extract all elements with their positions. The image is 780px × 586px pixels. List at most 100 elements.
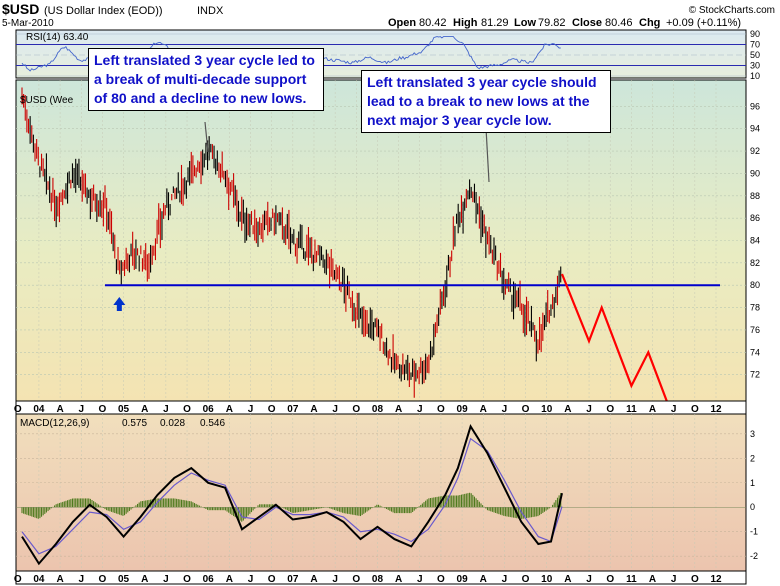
macd-tick-label: 3 <box>750 429 755 439</box>
price-label: $USD (Wee <box>20 95 74 106</box>
x-axis-label: 08 <box>372 574 384 585</box>
chg-value: +0.09 (+0.11%) <box>666 17 741 29</box>
close-label: Close <box>572 17 602 29</box>
x-axis-label: O <box>437 404 445 415</box>
open-value: 80.42 <box>419 17 447 29</box>
macd-signal-value: 0.028 <box>160 418 185 429</box>
x-axis-label: J <box>248 404 254 415</box>
price-tick-label: 94 <box>750 124 760 134</box>
x-axis-label: O <box>99 574 107 585</box>
x-axis-label: O <box>522 574 530 585</box>
rsi-label: RSI(14) 63.40 <box>26 32 89 43</box>
x-axis-label: A <box>141 404 148 415</box>
x-axis-label: A <box>395 574 402 585</box>
x-axis-label: J <box>586 574 592 585</box>
x-axis-label: J <box>163 404 169 415</box>
chart-name: (US Dollar Index (EOD)) <box>44 5 163 17</box>
price-tick-label: 86 <box>750 213 760 223</box>
x-axis-label: 06 <box>203 574 215 585</box>
macd-panel-bg <box>15 413 747 572</box>
rsi-tick-label: 30 <box>750 61 760 71</box>
high-value: 81.29 <box>481 17 509 29</box>
open-label: Open <box>388 17 416 29</box>
price-tick-label: 88 <box>750 191 760 201</box>
price-tick-label: 74 <box>750 347 760 357</box>
macd-tick-label: -1 <box>750 527 758 537</box>
price-tick-label: 76 <box>750 325 760 335</box>
macd-label: MACD(12,26,9) <box>20 418 89 429</box>
x-axis-label: J <box>78 574 84 585</box>
x-axis-label: O <box>183 404 191 415</box>
x-axis-label: O <box>268 404 276 415</box>
x-axis-label: 11 <box>626 574 637 585</box>
macd-value: 0.575 <box>122 418 147 429</box>
x-axis-label: A <box>56 404 63 415</box>
macd-tick-label: 2 <box>750 453 755 463</box>
x-axis-label: O <box>14 574 22 585</box>
x-axis-label: A <box>480 404 487 415</box>
chart-copyright: © StockCharts.com <box>689 5 775 16</box>
low-value: 79.82 <box>538 17 566 29</box>
x-axis-label: J <box>502 574 508 585</box>
low-label: Low <box>514 17 536 29</box>
x-axis-label: J <box>586 404 592 415</box>
x-axis-label: A <box>141 574 148 585</box>
rsi-tick-label: 70 <box>750 40 760 50</box>
chg-label: Chg <box>639 17 660 29</box>
projected-path-line <box>560 273 718 532</box>
x-axis-label: J <box>332 574 338 585</box>
x-axis-label: A <box>310 404 317 415</box>
x-axis-label: O <box>99 404 107 415</box>
x-axis-label: 09 <box>457 404 469 415</box>
cycle-low-arrow-2005 <box>113 297 126 311</box>
x-axis-band-bottom <box>15 570 747 585</box>
macd-line <box>21 424 563 566</box>
macd-tick-label: -2 <box>750 551 758 561</box>
price-tick-label: 78 <box>750 303 760 313</box>
x-axis-label: 05 <box>118 574 130 585</box>
chart-exchange: INDX <box>197 5 224 17</box>
x-axis-label: 06 <box>203 404 215 415</box>
annotation-pointer-right <box>485 127 490 183</box>
x-axis-label: A <box>649 404 656 415</box>
macd-histogram <box>16 492 746 522</box>
price-tick-label: 82 <box>750 258 760 268</box>
high-label: High <box>453 17 478 29</box>
macd-signal-line <box>21 437 563 555</box>
x-axis-label: 09 <box>457 574 469 585</box>
macd-tick-label: 1 <box>750 478 755 488</box>
x-axis-label: 07 <box>287 574 299 585</box>
x-axis-label: A <box>56 574 63 585</box>
price-bars <box>21 87 562 398</box>
x-axis-label: 12 <box>710 404 722 415</box>
price-tick-label: 90 <box>750 168 760 178</box>
x-axis-label: O <box>183 574 191 585</box>
x-axis-label: 12 <box>710 574 722 585</box>
annotation-left: Left translated 3 year cycle led to a br… <box>88 48 324 111</box>
x-axis-label: J <box>671 574 677 585</box>
price-tick-label: 80 <box>750 280 760 290</box>
x-axis-label: A <box>226 574 233 585</box>
x-axis-label: J <box>163 574 169 585</box>
x-axis-label: O <box>352 574 360 585</box>
x-axis-label: A <box>649 574 656 585</box>
macd-hist-value: 0.546 <box>200 418 225 429</box>
x-axis-label: O <box>268 574 276 585</box>
x-axis-label: A <box>395 404 402 415</box>
chart-symbol: $USD <box>2 1 39 17</box>
annotation-pointer-left <box>204 121 209 153</box>
x-axis-label: J <box>502 404 508 415</box>
price-tick-label: 92 <box>750 146 760 156</box>
rsi-tick-label: 50 <box>750 50 760 60</box>
chart-date: 5-Mar-2010 <box>2 18 54 29</box>
x-axis-label: 04 <box>33 404 45 415</box>
x-axis-label: J <box>671 404 677 415</box>
rsi-tick-label: 10 <box>750 71 760 81</box>
x-axis-label: A <box>564 404 571 415</box>
x-axis-label: J <box>417 574 423 585</box>
x-axis-label: 04 <box>33 574 45 585</box>
x-axis-label: A <box>480 574 487 585</box>
x-axis-label: O <box>691 404 699 415</box>
x-axis-label: O <box>606 404 614 415</box>
close-value: 80.46 <box>605 17 633 29</box>
